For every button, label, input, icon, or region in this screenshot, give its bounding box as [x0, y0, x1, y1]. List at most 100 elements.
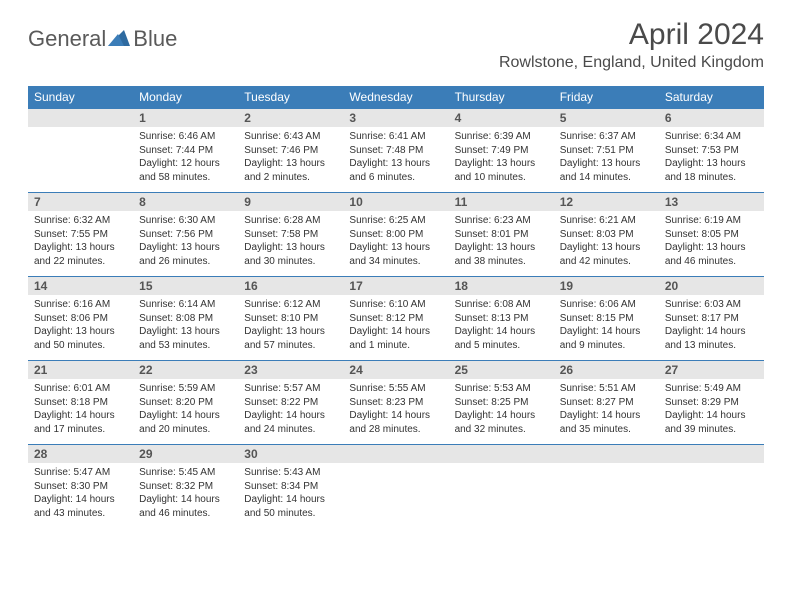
day-line-dl2: and 34 minutes. — [349, 255, 442, 269]
day-body: Sunrise: 5:53 AMSunset: 8:25 PMDaylight:… — [449, 379, 554, 444]
calendar-cell: 11Sunrise: 6:23 AMSunset: 8:01 PMDayligh… — [449, 193, 554, 277]
day-line-ss: Sunset: 7:55 PM — [34, 228, 127, 242]
calendar-cell: 6Sunrise: 6:34 AMSunset: 7:53 PMDaylight… — [659, 109, 764, 193]
day-line-sr: Sunrise: 6:21 AM — [560, 214, 653, 228]
day-line-sr: Sunrise: 6:43 AM — [244, 130, 337, 144]
day-line-dl2: and 22 minutes. — [34, 255, 127, 269]
day-line-ss: Sunset: 7:58 PM — [244, 228, 337, 242]
day-line-dl1: Daylight: 13 hours — [665, 157, 758, 171]
day-header: Saturday — [659, 86, 764, 109]
calendar-cell: 27Sunrise: 5:49 AMSunset: 8:29 PMDayligh… — [659, 361, 764, 445]
day-line-sr: Sunrise: 5:47 AM — [34, 466, 127, 480]
day-body: Sunrise: 6:43 AMSunset: 7:46 PMDaylight:… — [238, 127, 343, 192]
day-number: 15 — [133, 277, 238, 295]
day-body: Sunrise: 6:21 AMSunset: 8:03 PMDaylight:… — [554, 211, 659, 276]
day-line-sr: Sunrise: 6:41 AM — [349, 130, 442, 144]
day-line-dl1: Daylight: 14 hours — [455, 325, 548, 339]
day-number: 12 — [554, 193, 659, 211]
day-line-ss: Sunset: 7:49 PM — [455, 144, 548, 158]
day-line-sr: Sunrise: 6:16 AM — [34, 298, 127, 312]
day-line-sr: Sunrise: 6:14 AM — [139, 298, 232, 312]
day-line-dl1: Daylight: 13 hours — [349, 157, 442, 171]
day-number: 28 — [28, 445, 133, 463]
calendar-cell: 21Sunrise: 6:01 AMSunset: 8:18 PMDayligh… — [28, 361, 133, 445]
day-number: 29 — [133, 445, 238, 463]
day-number: 23 — [238, 361, 343, 379]
day-line-ss: Sunset: 8:30 PM — [34, 480, 127, 494]
day-header: Tuesday — [238, 86, 343, 109]
day-header: Friday — [554, 86, 659, 109]
calendar-cell: 12Sunrise: 6:21 AMSunset: 8:03 PMDayligh… — [554, 193, 659, 277]
day-line-ss: Sunset: 8:18 PM — [34, 396, 127, 410]
day-number: 7 — [28, 193, 133, 211]
day-number: 11 — [449, 193, 554, 211]
day-line-sr: Sunrise: 5:45 AM — [139, 466, 232, 480]
day-line-dl1: Daylight: 13 hours — [665, 241, 758, 255]
day-line-ss: Sunset: 8:17 PM — [665, 312, 758, 326]
day-line-dl2: and 58 minutes. — [139, 171, 232, 185]
day-body: Sunrise: 5:59 AMSunset: 8:20 PMDaylight:… — [133, 379, 238, 444]
day-line-dl2: and 24 minutes. — [244, 423, 337, 437]
calendar-cell — [659, 445, 764, 529]
calendar-cell: 28Sunrise: 5:47 AMSunset: 8:30 PMDayligh… — [28, 445, 133, 529]
day-header: Monday — [133, 86, 238, 109]
day-line-ss: Sunset: 8:32 PM — [139, 480, 232, 494]
day-body: Sunrise: 6:12 AMSunset: 8:10 PMDaylight:… — [238, 295, 343, 360]
logo-word2: Blue — [133, 26, 177, 52]
day-line-sr: Sunrise: 6:12 AM — [244, 298, 337, 312]
day-line-sr: Sunrise: 6:37 AM — [560, 130, 653, 144]
day-line-sr: Sunrise: 6:46 AM — [139, 130, 232, 144]
day-line-sr: Sunrise: 6:10 AM — [349, 298, 442, 312]
location: Rowlstone, England, United Kingdom — [499, 54, 764, 72]
day-line-ss: Sunset: 8:06 PM — [34, 312, 127, 326]
calendar-week: 7Sunrise: 6:32 AMSunset: 7:55 PMDaylight… — [28, 193, 764, 277]
calendar-cell: 25Sunrise: 5:53 AMSunset: 8:25 PMDayligh… — [449, 361, 554, 445]
day-line-sr: Sunrise: 6:28 AM — [244, 214, 337, 228]
day-header-row: Sunday Monday Tuesday Wednesday Thursday… — [28, 86, 764, 109]
day-number: 3 — [343, 109, 448, 127]
day-line-ss: Sunset: 8:03 PM — [560, 228, 653, 242]
day-number: 6 — [659, 109, 764, 127]
logo-triangle-icon — [108, 28, 130, 51]
calendar-table: Sunday Monday Tuesday Wednesday Thursday… — [28, 86, 764, 528]
calendar-cell: 16Sunrise: 6:12 AMSunset: 8:10 PMDayligh… — [238, 277, 343, 361]
day-line-dl1: Daylight: 14 hours — [34, 409, 127, 423]
day-line-dl2: and 6 minutes. — [349, 171, 442, 185]
day-number: 1 — [133, 109, 238, 127]
day-body: Sunrise: 6:39 AMSunset: 7:49 PMDaylight:… — [449, 127, 554, 192]
day-line-dl2: and 53 minutes. — [139, 339, 232, 353]
day-body: Sunrise: 6:01 AMSunset: 8:18 PMDaylight:… — [28, 379, 133, 444]
day-line-ss: Sunset: 8:20 PM — [139, 396, 232, 410]
day-line-ss: Sunset: 8:01 PM — [455, 228, 548, 242]
day-number: 9 — [238, 193, 343, 211]
day-number: 27 — [659, 361, 764, 379]
day-line-sr: Sunrise: 6:08 AM — [455, 298, 548, 312]
day-number: 25 — [449, 361, 554, 379]
day-header: Thursday — [449, 86, 554, 109]
day-number: 30 — [238, 445, 343, 463]
day-line-dl2: and 42 minutes. — [560, 255, 653, 269]
day-line-sr: Sunrise: 6:19 AM — [665, 214, 758, 228]
day-line-ss: Sunset: 7:53 PM — [665, 144, 758, 158]
day-body: Sunrise: 6:37 AMSunset: 7:51 PMDaylight:… — [554, 127, 659, 192]
calendar-cell: 8Sunrise: 6:30 AMSunset: 7:56 PMDaylight… — [133, 193, 238, 277]
day-number: 22 — [133, 361, 238, 379]
day-number: 26 — [554, 361, 659, 379]
day-line-dl1: Daylight: 13 hours — [455, 241, 548, 255]
day-line-dl2: and 2 minutes. — [244, 171, 337, 185]
day-line-dl2: and 13 minutes. — [665, 339, 758, 353]
day-line-dl1: Daylight: 13 hours — [560, 157, 653, 171]
day-line-dl2: and 39 minutes. — [665, 423, 758, 437]
calendar-cell: 13Sunrise: 6:19 AMSunset: 8:05 PMDayligh… — [659, 193, 764, 277]
day-line-dl1: Daylight: 14 hours — [244, 409, 337, 423]
day-line-dl2: and 50 minutes. — [244, 507, 337, 521]
day-line-dl2: and 38 minutes. — [455, 255, 548, 269]
day-body: Sunrise: 6:34 AMSunset: 7:53 PMDaylight:… — [659, 127, 764, 192]
calendar-cell: 4Sunrise: 6:39 AMSunset: 7:49 PMDaylight… — [449, 109, 554, 193]
day-line-dl1: Daylight: 12 hours — [139, 157, 232, 171]
calendar-week: 21Sunrise: 6:01 AMSunset: 8:18 PMDayligh… — [28, 361, 764, 445]
day-line-ss: Sunset: 8:25 PM — [455, 396, 548, 410]
day-line-ss: Sunset: 7:44 PM — [139, 144, 232, 158]
day-line-ss: Sunset: 8:22 PM — [244, 396, 337, 410]
calendar-cell: 2Sunrise: 6:43 AMSunset: 7:46 PMDaylight… — [238, 109, 343, 193]
